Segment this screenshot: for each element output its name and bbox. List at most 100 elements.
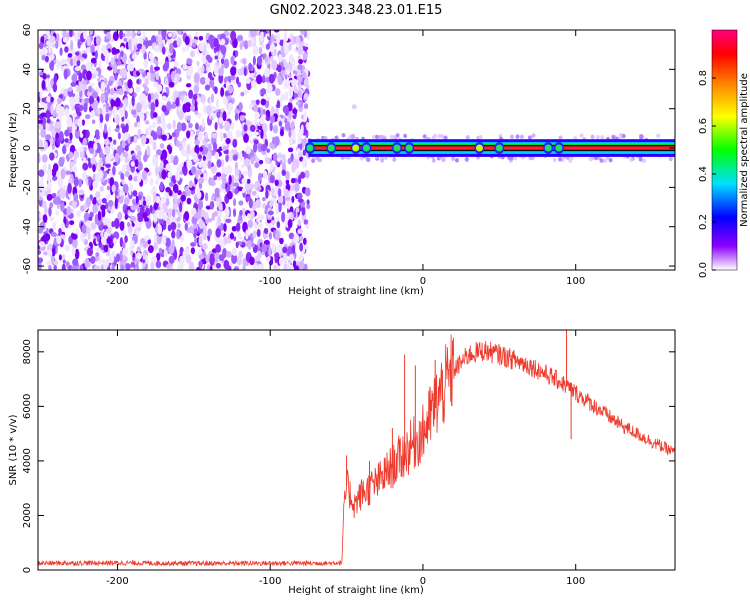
noise-cell <box>225 218 232 224</box>
noise-cell <box>205 49 209 56</box>
noise-cell <box>272 124 279 134</box>
noise-cell <box>240 66 244 76</box>
noise-cell <box>149 204 153 213</box>
noise-cell <box>38 169 45 177</box>
noise-cell <box>122 33 126 38</box>
noise-cell <box>276 171 281 182</box>
noise-cell <box>78 146 84 153</box>
noise-cell <box>138 68 145 74</box>
halo-cell <box>381 135 386 140</box>
noise-cell <box>208 218 213 223</box>
noise-cell <box>135 51 140 56</box>
noise-cell <box>188 122 193 129</box>
noise-cell <box>184 185 190 193</box>
colorbar-tick-label: 0.0 <box>698 262 709 278</box>
noise-cell <box>72 238 78 249</box>
noise-cell <box>106 193 111 201</box>
noise-cell <box>283 62 289 69</box>
noise-cell <box>302 157 308 168</box>
noise-cell <box>246 196 251 202</box>
noise-cell <box>93 99 99 107</box>
noise-cell <box>303 111 308 123</box>
noise-cell <box>142 212 148 219</box>
noise-cell <box>209 200 215 210</box>
noise-cell <box>276 244 283 255</box>
noise-cell <box>262 53 267 59</box>
noise-cell <box>155 252 161 262</box>
noise-cell <box>198 254 205 260</box>
noise-cell <box>131 95 135 107</box>
noise-cell <box>66 206 72 216</box>
halo-cell <box>558 157 563 162</box>
noise-cell <box>285 179 290 185</box>
noise-cell <box>270 33 275 44</box>
noise-cell <box>97 170 104 179</box>
noise-cell <box>194 144 200 155</box>
noise-cell <box>72 258 79 267</box>
noise-cell <box>162 219 167 231</box>
noise-cell <box>150 130 156 138</box>
noise-cell <box>158 247 163 254</box>
x-tick-label: 0 <box>420 276 426 287</box>
noise-cell <box>221 166 228 177</box>
noise-cell <box>288 130 292 138</box>
halo-cell <box>422 134 427 139</box>
noise-cell <box>233 267 239 270</box>
noise-cell <box>81 119 85 126</box>
noise-cell <box>301 45 309 52</box>
noise-cell <box>108 80 113 87</box>
noise-cell <box>203 147 209 155</box>
noise-cell <box>85 220 91 227</box>
noise-cell <box>249 256 255 266</box>
spectrogram-frame <box>37 29 676 271</box>
noise-cell <box>39 71 44 76</box>
noise-cell <box>60 221 65 231</box>
noise-cell <box>41 154 48 163</box>
noise-cell <box>152 155 159 167</box>
noise-cell <box>211 112 217 119</box>
noise-cell <box>96 234 100 243</box>
noise-cell <box>278 120 283 127</box>
noise-cell <box>74 128 81 140</box>
noise-cell <box>186 159 193 170</box>
noise-cell <box>216 158 222 168</box>
noise-cell <box>60 168 66 180</box>
noise-cell <box>135 144 142 153</box>
noise-cell <box>198 235 203 247</box>
noise-cell <box>137 30 141 35</box>
noise-cell <box>106 84 110 93</box>
noise-cell <box>124 97 129 107</box>
spectrogram-x-ticks: -200 -100 0 100 <box>106 30 585 287</box>
halo-cell <box>608 157 613 163</box>
noise-cell <box>75 51 80 56</box>
noise-cell <box>289 184 296 192</box>
noise-cell <box>249 124 256 133</box>
noise-cell <box>295 43 300 48</box>
halo-cell <box>311 158 316 163</box>
noise-cell <box>43 34 48 40</box>
noise-cell <box>67 87 73 92</box>
noise-cell <box>243 124 248 132</box>
noise-cell <box>106 185 111 191</box>
noise-cell <box>141 44 146 54</box>
noise-cell <box>78 178 83 188</box>
noise-cell <box>86 35 91 47</box>
halo-cell <box>392 157 397 162</box>
noise-cell <box>100 204 107 211</box>
y-tick-label: -20 <box>22 179 33 195</box>
noise-cell <box>112 237 117 245</box>
noise-cell <box>258 214 265 221</box>
spectrogram-marks <box>38 30 675 270</box>
noise-cell <box>242 265 246 270</box>
noise-cell <box>55 196 61 205</box>
noise-cell <box>101 153 106 164</box>
noise-cell <box>176 37 182 48</box>
noise-cell <box>128 211 133 217</box>
noise-cell <box>292 260 297 268</box>
noise-cell <box>160 153 164 162</box>
noise-cell <box>51 175 58 181</box>
noise-cell <box>76 85 82 93</box>
noise-cell <box>83 212 90 222</box>
noise-cell <box>154 179 159 185</box>
noise-cell <box>193 213 200 219</box>
